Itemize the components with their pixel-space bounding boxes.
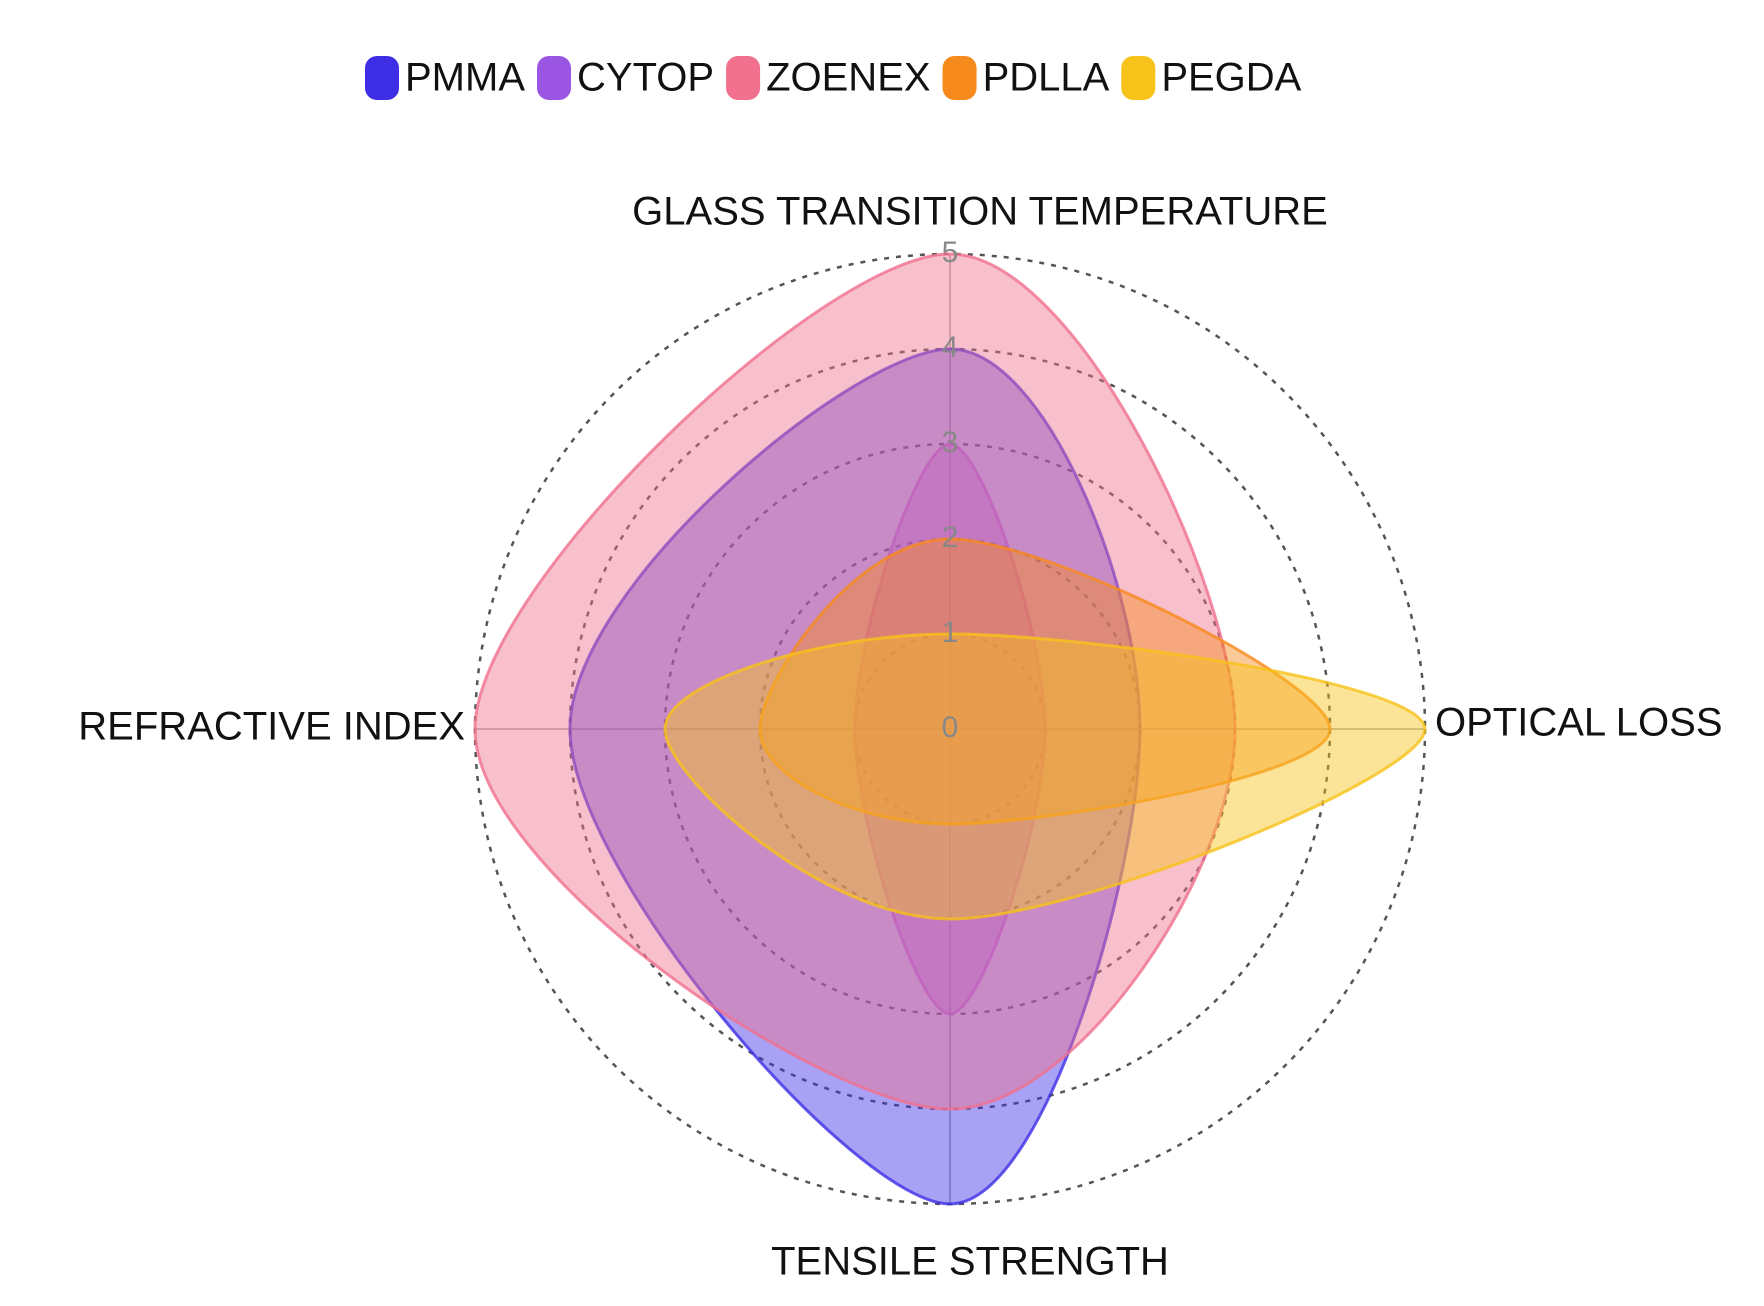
axis-label: GLASS TRANSITION TEMPERATURE: [632, 190, 1328, 234]
axis-label: REFRACTIVE INDEX: [78, 705, 465, 749]
series-area: [853, 442, 1047, 1016]
series-area: [568, 347, 1142, 1206]
r-tick-label: 3: [942, 426, 959, 459]
legend-swatch: [726, 56, 761, 100]
series-area: [663, 632, 1427, 921]
r-tick-label: 0: [942, 711, 959, 744]
legend-label: PMMA: [405, 56, 525, 100]
legend-swatch: [1121, 56, 1156, 100]
legend-swatch: [537, 56, 571, 100]
axis-label: OPTICAL LOSS: [1435, 701, 1723, 745]
r-tick-label: 4: [942, 331, 959, 364]
legend-label: PEGDA: [1161, 56, 1301, 100]
legend-swatch: [942, 56, 977, 100]
legend-label: PDLLA: [983, 56, 1110, 100]
r-tick-label: 5: [942, 236, 959, 269]
series-area: [473, 252, 1237, 1111]
legend: PMMA CYTOP ZOENEX PDLLA PEGDA: [365, 56, 1302, 100]
legend-label: CYTOP: [577, 56, 714, 100]
r-tick-label: 1: [942, 616, 959, 649]
r-tick-label: 2: [942, 521, 959, 554]
legend-swatch: [365, 56, 399, 100]
legend-label: ZOENEX: [766, 56, 930, 100]
axis-label: TENSILE STRENGTH: [771, 1240, 1169, 1284]
series-area: [758, 537, 1332, 826]
